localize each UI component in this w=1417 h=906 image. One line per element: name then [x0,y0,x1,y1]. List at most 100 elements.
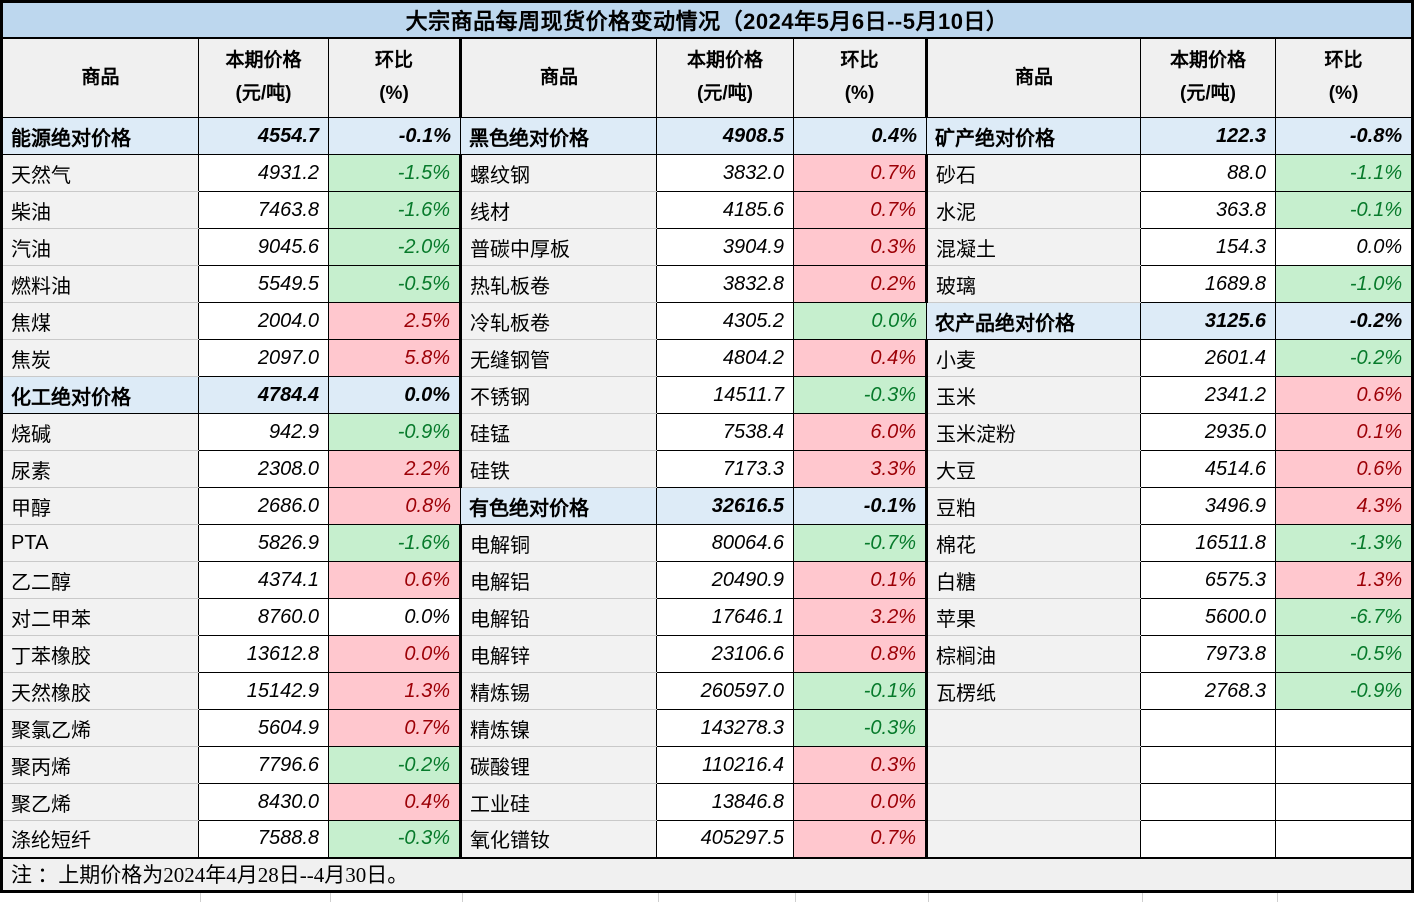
table-row: 聚丙烯 7796.6 -0.2% 碳酸锂 110216.4 0.3% [1,746,1414,784]
current-price: 4554.7 [198,117,329,155]
commodity-name: 对二甲苯 [1,598,199,636]
current-price: 88.0 [1140,154,1276,192]
wow-change: 0.8% [793,635,927,673]
header-pct-line1: 环比 [1324,50,1363,72]
header-pct-line2: (%) [844,82,875,104]
wow-change: 0.4% [793,117,927,155]
wow-change: -1.3% [1274,524,1414,562]
wow-change: 0.6% [1274,450,1414,488]
current-price: 122.3 [1140,117,1276,155]
table-title: 大宗商品每周现货价格变动情况（2024年5月6日--5月10日） [1,1,1413,39]
commodity-name: 电解铝 [459,561,657,599]
current-price: 7588.8 [198,820,329,858]
gridline [928,893,929,902]
commodity-name: 苹果 [925,598,1141,636]
table-row: 涤纶短纤 7588.8 -0.3% 氧化镨钕 405297.5 0.7% [1,820,1414,858]
header-commodity: 商品 [925,37,1141,118]
current-price: 2768.3 [1140,672,1276,710]
current-price: 8430.0 [198,783,329,821]
commodity-name: 不锈钢 [459,376,657,414]
current-price: 7973.8 [1140,635,1276,673]
wow-change: 6.0% [793,413,927,451]
commodity-name: 瓦楞纸 [925,672,1141,710]
wow-change: 5.8% [328,339,461,377]
wow-change [1274,746,1414,784]
header-row: 商品 本期价格 (元/吨) 环比 (%) 商品 本期价格 (元/吨) 环比 (%… [1,37,1414,118]
gridline [1142,893,1143,902]
gridline [330,893,331,902]
commodity-name: 氧化镨钕 [459,820,657,858]
wow-change: 0.3% [793,228,927,266]
wow-change: -0.5% [1274,635,1414,673]
current-price: 2686.0 [198,487,329,525]
table-row: 丁苯橡胶 13612.8 0.0% 电解锌 23106.6 0.8% 棕榈油 7973.8 -0… [1,635,1414,673]
current-price: 3832.0 [656,154,794,192]
wow-change: 0.0% [328,635,461,673]
commodity-name: 砂石 [925,154,1141,192]
current-price [1140,783,1276,821]
wow-change [1274,783,1414,821]
gridline [1277,893,1278,902]
header-price-line2: (元/吨) [235,82,292,104]
commodity-name: 涤纶短纤 [1,820,199,858]
wow-change: 0.4% [793,339,927,377]
wow-change: -0.5% [328,265,461,303]
commodity-name: 电解铜 [459,524,657,562]
table-row: 甲醇 2686.0 0.8% 有色绝对价格 32616.5 -0.1% 豆粕 3496.9 4.… [1,487,1414,525]
wow-change: 0.0% [793,783,927,821]
wow-change: 2.5% [328,302,461,340]
wow-change: 0.7% [793,154,927,192]
wow-change: -6.7% [1274,598,1414,636]
wow-change: -0.7% [793,524,927,562]
header-price-line2: (元/吨) [697,82,753,104]
commodity-name: 混凝土 [925,228,1141,266]
commodity-name: 普碳中厚板 [459,228,657,266]
current-price: 17646.1 [656,598,794,636]
current-price: 7538.4 [656,413,794,451]
commodity-name: 碳酸锂 [459,746,657,784]
current-price [1140,820,1276,858]
current-price: 4931.2 [198,154,329,192]
commodity-name: 燃料油 [1,265,199,303]
current-price: 7463.8 [198,191,329,229]
wow-change: 0.3% [793,746,927,784]
wow-change: 3.3% [793,450,927,488]
header-pct: 环比 (%) [793,37,927,118]
gridline [462,893,463,902]
wow-change: 0.8% [328,487,461,525]
current-price [1140,709,1276,747]
commodity-name: 化工绝对价格 [1,376,199,414]
current-price: 2601.4 [1140,339,1276,377]
commodity-name: 玉米 [925,376,1141,414]
current-price: 2097.0 [198,339,329,377]
commodity-name: 矿产绝对价格 [926,117,1141,155]
current-price: 2004.0 [198,302,329,340]
commodity-name: 尿素 [1,450,199,488]
wow-change: 0.0% [328,376,461,414]
commodity-name: 电解铅 [459,598,657,636]
table-row: 柴油 7463.8 -1.6% 线材 4185.6 0.7% 水泥 363.8 -0.1% [1,191,1414,229]
commodity-name: 汽油 [1,228,199,266]
commodity-name: 农产品绝对价格 [926,302,1141,340]
table-row: 聚乙烯 8430.0 0.4% 工业硅 13846.8 0.0% [1,783,1414,821]
commodity-name: 黑色绝对价格 [460,117,657,155]
commodity-name: 工业硅 [459,783,657,821]
commodity-name: 豆粕 [925,487,1141,525]
commodity-name: 精炼镍 [459,709,657,747]
current-price: 80064.6 [656,524,794,562]
table-row: 天然橡胶 15142.9 1.3% 精炼锡 260597.0 -0.1% 瓦楞纸 2768.3… [1,672,1414,710]
wow-change: -0.1% [793,487,927,525]
current-price: 14511.7 [656,376,794,414]
current-price: 8760.0 [198,598,329,636]
commodity-name: 精炼锡 [459,672,657,710]
wow-change: 0.1% [793,561,927,599]
commodity-name: 硅铁 [459,450,657,488]
wow-change: 0.6% [1274,376,1414,414]
commodity-name: 烧碱 [1,413,199,451]
title-row: 大宗商品每周现货价格变动情况（2024年5月6日--5月10日） [1,1,1413,39]
wow-change: 3.2% [793,598,927,636]
wow-change: -0.8% [1274,117,1414,155]
wow-change: 1.3% [328,672,461,710]
wow-change: -0.2% [1274,302,1414,340]
current-price: 4185.6 [656,191,794,229]
